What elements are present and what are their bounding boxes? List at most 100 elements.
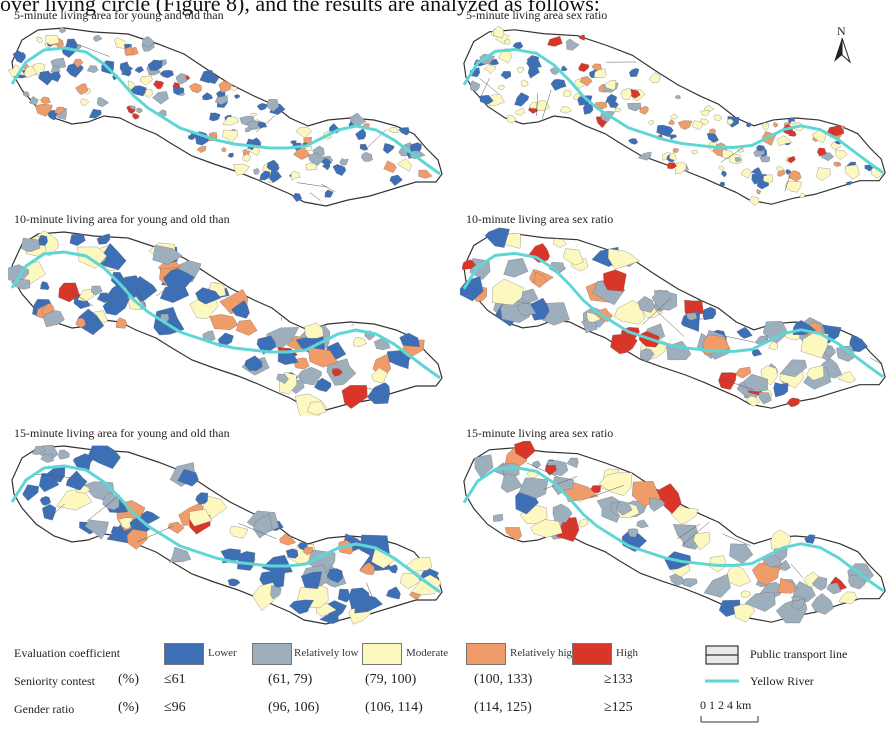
neighborhood-patch [202,92,213,101]
neighborhood-patch [607,248,640,270]
neighborhood-patch [620,88,632,101]
neighborhood-patch [12,50,26,64]
gender-unit: (%) [118,700,139,715]
neighborhood-patch [719,181,726,187]
neighborhood-patch [276,373,289,384]
neighborhood-patch [604,79,617,91]
neighborhood-patch [610,333,638,355]
neighborhood-patch [762,122,770,131]
neighborhood-patch [195,287,222,305]
neighborhood-patch [54,106,65,115]
transport-line [86,494,120,522]
transport-line [35,474,71,478]
north-label: N [837,24,846,38]
neighborhood-patch [307,347,338,368]
neighborhood-patch [500,473,523,493]
transport-line [367,128,387,148]
transport-line [542,89,552,120]
seniority-value-high: ≥133 [604,672,633,687]
neighborhood-patch [806,365,824,381]
neighborhood-patch [527,64,540,79]
neighborhood-patch [563,89,572,97]
neighborhood-patch [759,155,770,163]
transport-line [137,525,174,543]
neighborhood-patch [721,170,727,178]
neighborhood-patch [366,382,390,405]
transport-line [655,309,685,337]
neighborhood-patch [235,319,258,336]
neighborhood-patch [844,164,860,180]
neighborhood-patch [518,477,549,499]
neighborhood-patch [786,397,800,407]
neighborhood-patch [129,105,137,110]
swatch-label-lower: Lower [208,647,237,659]
neighborhood-patch [578,34,585,41]
neighborhood-patch [110,526,122,535]
neighborhood-patches [460,227,868,407]
neighborhood-patch [675,94,682,100]
transport-line [297,182,327,188]
neighborhood-patch [163,268,195,290]
neighborhood-patch [498,51,512,64]
neighborhood-patch [159,69,174,79]
transport-line-symbol [705,645,739,665]
transport-line [309,192,321,201]
neighborhood-patch [153,80,164,89]
swatch-relatively-low [252,643,292,665]
neighborhood-patch [214,95,228,105]
neighborhood-patch [559,105,572,114]
neighborhood-patch [768,341,779,350]
neighborhood-patch [811,593,834,615]
neighborhood-patch [359,143,369,151]
neighborhood-patch [608,100,619,108]
transport-line [723,533,751,546]
neighborhood-patch [669,114,679,120]
swatch-label-moderate: Moderate [406,647,449,659]
transport-line [543,476,578,490]
seniority-unit: (%) [118,672,139,687]
neighborhood-patch [547,36,563,47]
seniority-row: Seniority contest (%) ≤61 (61, 79) (79, … [0,670,891,692]
neighborhood-patch [533,271,548,288]
neighborhood-patch [503,39,511,45]
neighborhood-patch [385,586,401,600]
neighborhood-patch [73,58,84,68]
gender-value-relatively-low: (96, 106) [268,700,320,715]
swatch-moderate [362,643,402,665]
neighborhood-patch [479,53,496,65]
neighborhood-patch [32,445,46,456]
neighborhood-patch [734,157,742,162]
neighborhood-patch [257,121,268,129]
neighborhood-patch [561,65,568,72]
neighborhood-patch [776,135,793,146]
neighborhood-patch [756,144,766,152]
neighborhood-patch [677,120,693,130]
transport-line [320,183,336,193]
neighborhood-patch [119,275,141,291]
transport-line [366,582,374,600]
neighborhood-patch [337,588,351,603]
neighborhood-patch [637,151,652,161]
neighborhood-patch [615,500,633,516]
neighborhood-patch [599,472,633,496]
neighborhood-patch [776,165,785,172]
transport-line [681,521,710,546]
neighborhood-patch [355,128,366,140]
north-arrow-icon [834,38,852,64]
swatch-label-relatively-high: Relatively high [510,647,578,659]
legend-class-row: Evaluation coefficient Lower Relatively … [0,642,891,665]
neighborhood-patch [462,259,476,270]
neighborhood-patch [126,529,148,550]
neighborhood-patches [8,230,425,416]
neighborhood-patch [361,151,373,162]
neighborhood-patch [353,336,367,347]
neighborhood-patch [751,562,780,586]
neighborhood-patch [493,513,504,522]
transport-line [870,357,882,365]
neighborhood-patch [65,470,88,491]
neighborhood-patch [341,385,368,409]
neighborhood-patch [188,82,202,94]
swatch-relatively-high [466,643,506,665]
neighborhood-patch [189,509,213,527]
neighborhood-patch [669,152,677,161]
